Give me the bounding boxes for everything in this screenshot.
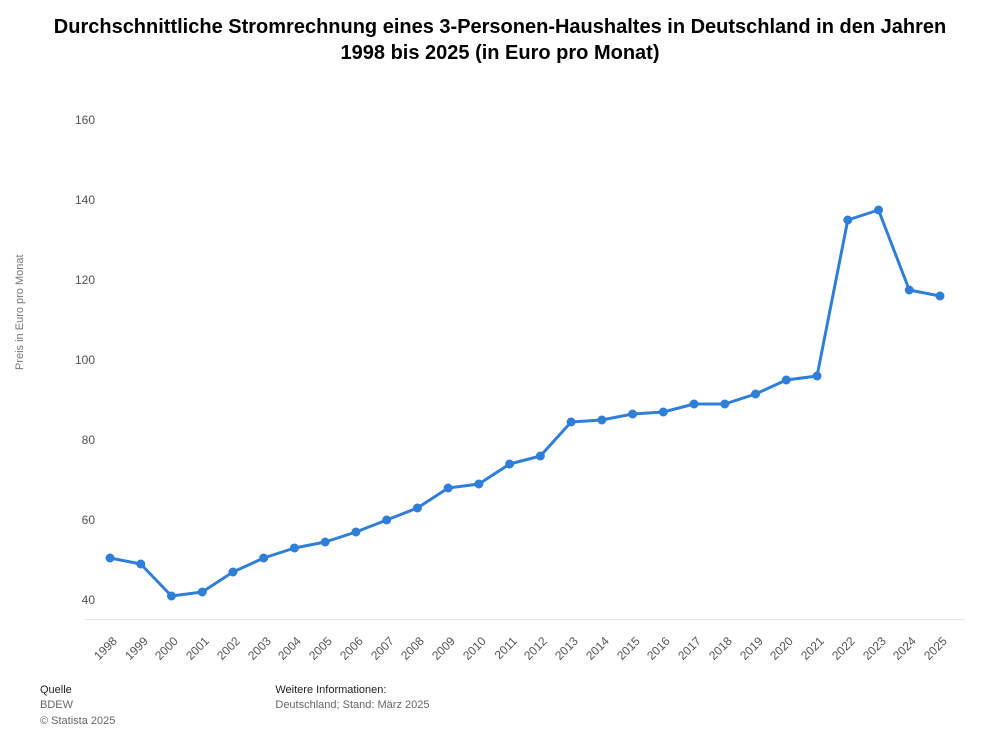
line-chart-svg: [85, 100, 965, 620]
footer-copyright: © Statista 2025: [40, 714, 115, 729]
footer-info-heading: Weitere Informationen:: [275, 683, 429, 698]
y-tick-label: 160: [55, 113, 95, 127]
footer-source-value: BDEW: [40, 698, 115, 713]
y-axis-label: Preis in Euro pro Monat: [14, 254, 26, 370]
chart-plot-area: [85, 100, 965, 620]
y-tick-label: 140: [55, 193, 95, 207]
y-tick-label: 120: [55, 273, 95, 287]
chart-title: Durchschnittliche Stromrechnung eines 3-…: [40, 14, 960, 66]
y-tick-label: 80: [55, 433, 95, 447]
y-tick-label: 100: [55, 353, 95, 367]
y-tick-label: 60: [55, 513, 95, 527]
footer-source-block: Quelle BDEW © Statista 2025: [40, 683, 115, 729]
y-tick-label: 40: [55, 593, 95, 607]
footer-info-block: Weitere Informationen: Deutschland; Stan…: [275, 683, 429, 729]
footer-info-value: Deutschland; Stand: März 2025: [275, 698, 429, 713]
footer-source-heading: Quelle: [40, 683, 115, 698]
chart-footer: Quelle BDEW © Statista 2025 Weitere Info…: [40, 683, 960, 729]
